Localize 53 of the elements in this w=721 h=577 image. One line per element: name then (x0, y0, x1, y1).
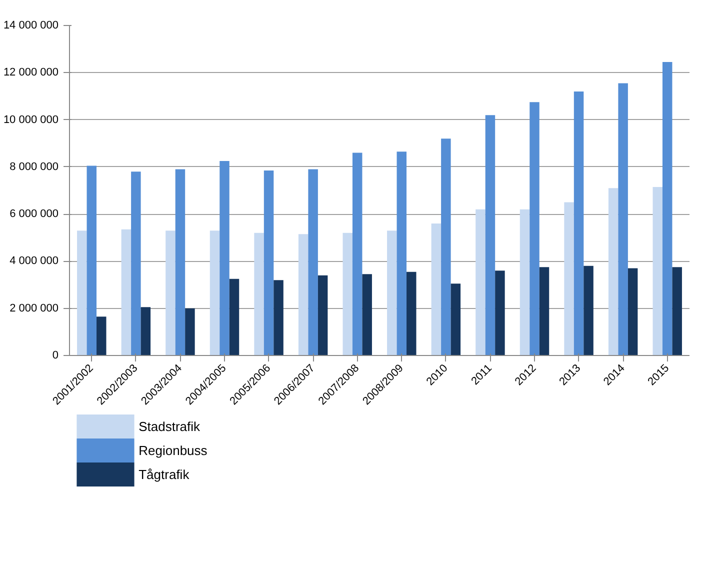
bar (539, 267, 550, 356)
bar (308, 169, 318, 356)
legend-label: Stadstrafik (138, 419, 201, 434)
bar (166, 230, 176, 356)
bar (520, 209, 530, 356)
bar (564, 202, 574, 356)
bar (254, 232, 264, 356)
y-tick-label: 12 000 000 (3, 66, 59, 79)
bar (229, 278, 240, 356)
bar (584, 266, 594, 356)
legend-label: Tågtrafik (138, 467, 190, 482)
y-tick-label: 14 000 000 (3, 20, 59, 32)
bar (298, 234, 308, 356)
legend-label: Regionbuss (138, 443, 208, 458)
y-tick-label: 8 000 000 (10, 160, 58, 173)
bar (672, 267, 682, 356)
bar (441, 138, 451, 356)
bar (628, 268, 638, 356)
bar (140, 307, 151, 356)
bar (652, 186, 662, 356)
bar (342, 232, 352, 356)
bar (431, 224, 442, 356)
bar (175, 169, 186, 356)
bar (406, 272, 416, 356)
bar (264, 170, 274, 356)
bar (185, 308, 195, 356)
bar (77, 230, 87, 356)
bar (210, 230, 220, 356)
bar (318, 275, 328, 356)
bar (662, 62, 672, 356)
bar (121, 229, 132, 356)
bar (574, 92, 584, 356)
bar (220, 161, 230, 356)
bar (352, 152, 362, 356)
bar (450, 284, 461, 356)
bar (476, 209, 486, 356)
bar (618, 83, 628, 356)
bar (530, 102, 540, 356)
bar (362, 274, 372, 356)
y-tick-label: 0 (52, 350, 59, 362)
bar (86, 166, 97, 356)
bar (274, 280, 284, 356)
bar (608, 188, 618, 356)
bar (96, 316, 106, 356)
bar (485, 115, 496, 356)
y-tick-label: 6 000 000 (10, 208, 58, 220)
bar (495, 270, 505, 356)
y-tick-label: 10 000 000 (3, 114, 59, 126)
bar (387, 230, 397, 356)
bar (131, 172, 141, 356)
y-tick-label: 2 000 000 (10, 302, 58, 314)
bar (396, 152, 407, 356)
y-tick-label: 4 000 000 (10, 255, 58, 268)
